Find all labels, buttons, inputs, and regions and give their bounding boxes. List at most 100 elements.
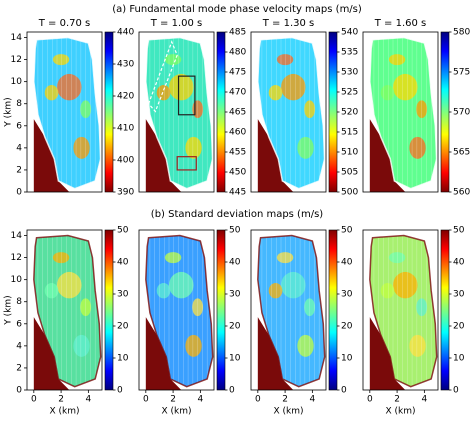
map-spot	[52, 252, 70, 264]
axes-frame	[362, 229, 439, 391]
colorbar-tick-label: 50	[341, 226, 353, 236]
colorbar-tick-label: 440	[117, 28, 134, 38]
colorbar-tick-label: 485	[229, 28, 246, 38]
colorbar-tick-label: 465	[229, 108, 246, 118]
map-edge	[369, 36, 438, 190]
colorbar	[104, 31, 114, 193]
y-tick-label: 0	[16, 188, 22, 198]
x-tick-label: 0	[367, 395, 373, 405]
colorbar-tick-label: 10	[341, 354, 353, 364]
x-tick-label: 2	[170, 395, 176, 405]
mask-region	[33, 317, 70, 390]
colorbar-tick-label: 560	[453, 188, 470, 198]
colorbar-tick-label: 50	[229, 226, 241, 236]
map-spot	[268, 84, 283, 101]
colorbar-tick-label: 400	[117, 156, 134, 166]
x-axis-label: X (km)	[49, 407, 79, 417]
x-tick-label: 4	[421, 395, 427, 405]
map-spot	[156, 84, 171, 101]
y-tick-label: 8	[16, 99, 22, 109]
colorbar-tick-label: 470	[229, 88, 246, 98]
map-spot	[57, 73, 82, 101]
colorbar-tick-label: 420	[117, 92, 134, 102]
colorbar-tick-label: 480	[229, 48, 246, 58]
panel-title: T = 1.60 s	[374, 18, 427, 29]
colorbar-tick-label: 0	[341, 386, 347, 396]
panel-title: T = 1.00 s	[150, 18, 203, 29]
colorbar-tick-label: 50	[117, 226, 129, 236]
colorbar	[328, 229, 338, 391]
mask-region	[369, 119, 406, 192]
map-spot	[73, 334, 90, 357]
colorbar-tick-label: 510	[341, 148, 358, 158]
colorbar-tick-label: 20	[229, 322, 241, 332]
colorbar-tick-label: 40	[229, 258, 241, 268]
colorbar-tick-label: 455	[229, 148, 246, 158]
panel: 0 2 4 X (km) 0 10 20 30 40 50	[250, 226, 353, 417]
x-axis-label: X (km)	[273, 407, 303, 417]
x-tick-label: 2	[282, 395, 288, 405]
axes-frame	[138, 229, 215, 391]
map	[369, 235, 437, 387]
x-tick-label: 4	[197, 395, 203, 405]
colorbar-tick-label: 40	[453, 258, 465, 268]
mask-region	[145, 317, 182, 390]
map-spot	[409, 334, 426, 357]
colorbar-tick-label: 445	[229, 188, 246, 198]
map-edge	[145, 234, 214, 388]
x-tick-label: 4	[309, 395, 315, 405]
map-spot	[73, 136, 90, 159]
section-heading: (b) Standard deviation maps (m/s)	[151, 209, 323, 220]
y-tick-label: 12	[11, 253, 22, 263]
colorbar-tick-label: 575	[453, 68, 470, 78]
axes-frame	[26, 229, 103, 391]
map-spot	[164, 252, 182, 264]
map-spot	[268, 282, 283, 299]
map-spot	[388, 252, 406, 264]
y-tick-label: 4	[16, 143, 22, 153]
map-edge	[33, 36, 102, 190]
colorbar-tick-label: 525	[341, 88, 358, 98]
colorbar-tick-label: 20	[453, 322, 465, 332]
panel-title: T = 1.30 s	[262, 18, 315, 29]
zone-annotation	[147, 40, 178, 113]
axes-frame	[250, 31, 327, 193]
map-spot	[169, 73, 194, 101]
y-tick-label: 2	[16, 363, 22, 373]
colorbar-tick-label: 10	[453, 354, 465, 364]
map-spot	[169, 271, 194, 299]
colorbar-tick-label: 30	[341, 290, 353, 300]
map	[257, 37, 325, 189]
panel-title: T = 0.70 s	[38, 18, 91, 29]
colorbar-tick-label: 540	[341, 28, 358, 38]
colorbar-tick-label: 50	[453, 226, 465, 236]
mask-region	[257, 317, 294, 390]
colorbar	[440, 229, 450, 391]
box-annotation	[177, 75, 196, 116]
map-spot	[276, 54, 294, 66]
colorbar	[328, 31, 338, 193]
x-axis-label: X (km)	[385, 407, 415, 417]
map-spot	[276, 252, 294, 264]
map-edge	[257, 36, 326, 190]
map-spot	[388, 54, 406, 66]
colorbar-tick-label: 570	[453, 108, 470, 118]
x-tick-label: 0	[143, 395, 149, 405]
y-tick-label: 4	[16, 341, 22, 351]
y-tick-label: 14	[11, 33, 23, 43]
map-spot	[52, 54, 70, 66]
panel: T = 0.70 s 0 2 4 6 8 10 12 14 Y (km) 390 400 410 420 4…	[4, 18, 135, 198]
map-edge	[257, 234, 326, 388]
mask-region	[145, 119, 182, 192]
y-tick-label: 10	[11, 77, 23, 87]
colorbar-tick-label: 0	[229, 386, 235, 396]
x-tick-label: 4	[85, 395, 91, 405]
y-tick-label: 14	[11, 231, 23, 241]
colorbar	[216, 229, 226, 391]
mask-region	[33, 119, 70, 192]
colorbar-tick-label: 460	[229, 128, 246, 138]
y-tick-label: 10	[11, 275, 23, 285]
map	[369, 37, 437, 189]
section-heading: (a) Fundamental mode phase velocity maps…	[112, 4, 362, 15]
